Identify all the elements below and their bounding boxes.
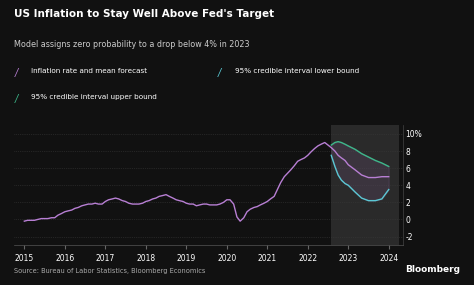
Text: Model assigns zero probability to a drop below 4% in 2023: Model assigns zero probability to a drop… [14,40,250,49]
Text: Source: Bureau of Labor Statistics, Bloomberg Economics: Source: Bureau of Labor Statistics, Bloo… [14,268,206,274]
Text: 95% credible interval lower bound: 95% credible interval lower bound [235,68,359,74]
Text: /: / [218,68,221,78]
Text: US Inflation to Stay Well Above Fed's Target: US Inflation to Stay Well Above Fed's Ta… [14,9,274,19]
Text: Inflation rate and mean forecast: Inflation rate and mean forecast [31,68,147,74]
Text: /: / [14,68,18,78]
Bar [331,125,399,245]
Text: /: / [14,94,18,104]
Text: 95% credible interval upper bound: 95% credible interval upper bound [31,94,157,100]
Text: Bloomberg: Bloomberg [405,264,460,274]
